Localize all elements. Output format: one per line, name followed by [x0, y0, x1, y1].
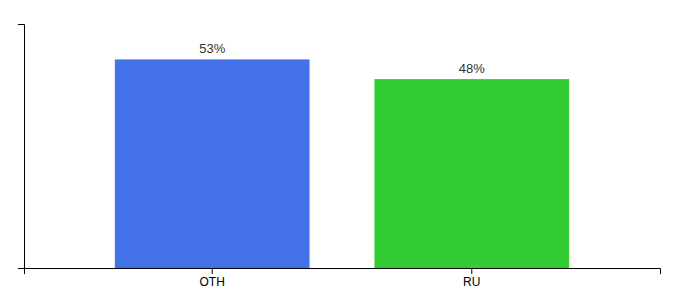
x-tick: RU: [463, 268, 480, 289]
data-labels: 53% 48%: [199, 41, 485, 76]
x-tick-mark: [471, 268, 472, 274]
plot: OTH RU 53% 48%: [18, 25, 661, 289]
bars: [115, 59, 569, 268]
y-axis-line: [18, 25, 25, 269]
x-tick-label: RU: [463, 275, 480, 289]
data-label: 53%: [199, 41, 225, 56]
x-axis: OTH RU: [25, 268, 661, 289]
data-label: 48%: [459, 61, 485, 76]
x-tick-mark: [212, 268, 213, 274]
y-axis: [18, 25, 25, 269]
x-axis-line: [25, 269, 661, 275]
bar: [115, 59, 310, 268]
x-tick: OTH: [200, 268, 225, 289]
chart: OTH RU 53% 48%: [0, 0, 680, 300]
x-tick-label: OTH: [200, 275, 225, 289]
bar: [374, 79, 569, 268]
